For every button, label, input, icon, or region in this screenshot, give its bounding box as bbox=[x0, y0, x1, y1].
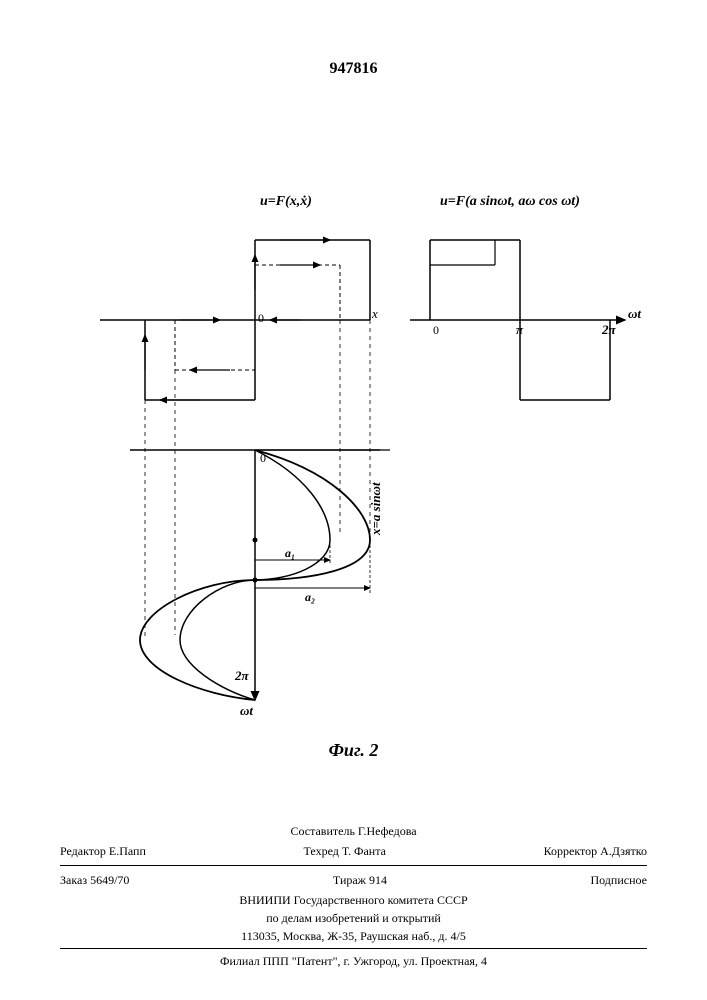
corrector-label: Корректор bbox=[544, 844, 598, 858]
composer-name: Г.Нефедова bbox=[358, 824, 417, 838]
order-number: 5649/70 bbox=[90, 873, 129, 887]
sine-function-label: x=a sinωt bbox=[368, 482, 383, 536]
editor-name: Е.Папп bbox=[109, 844, 146, 858]
corrector-name: А.Дзятко bbox=[600, 844, 647, 858]
right-function-label: u=F(a sinωt, aω cos ωt) bbox=[440, 194, 580, 209]
techred-name: Т. Фанта bbox=[342, 844, 386, 858]
zero-label: 0 bbox=[258, 311, 264, 325]
tirazh-number: 914 bbox=[369, 873, 387, 887]
page-number: 947816 bbox=[330, 60, 378, 78]
two-pi-label: 2π bbox=[601, 322, 617, 337]
a1-label: a₁ bbox=[285, 546, 295, 560]
techred-label: Техред bbox=[304, 844, 339, 858]
technical-diagram: 0 x u=F(x,ẋ) 0 π 2π ωt u=F(a sinωt, aω c… bbox=[80, 140, 640, 740]
subscription-label: Подписное bbox=[590, 871, 647, 889]
org-line-1: ВНИИПИ Государственного комитета СССР bbox=[60, 891, 647, 909]
footer-block: Составитель Г.Нефедова Редактор Е.Папп Т… bbox=[60, 822, 647, 970]
zero-label-bottom: 0 bbox=[260, 451, 266, 465]
address-1: 113035, Москва, Ж-35, Раушская наб., д. … bbox=[60, 927, 647, 945]
org-line-2: по делам изобретений и открытий bbox=[60, 909, 647, 927]
left-plot: 0 x u=F(x,ẋ) bbox=[100, 194, 378, 400]
composer-label: Составитель bbox=[290, 824, 354, 838]
zero-label-right: 0 bbox=[433, 323, 439, 337]
left-function-label: u=F(x,ẋ) bbox=[260, 194, 312, 209]
two-pi-vert-label: 2π bbox=[234, 668, 250, 683]
right-plot: 0 π 2π ωt u=F(a sinωt, aω cos ωt) bbox=[410, 194, 641, 400]
pi-label: π bbox=[516, 322, 524, 337]
x-axis-label: x bbox=[371, 306, 378, 321]
omega-t-label: ωt bbox=[628, 306, 641, 321]
a2-label: a₂ bbox=[305, 590, 315, 604]
figure-caption: Фиг. 2 bbox=[329, 740, 379, 761]
address-2: Филиал ППП "Патент", г. Ужгород, ул. Про… bbox=[60, 952, 647, 970]
bottom-sine-plot: a₁ a₂ 0 x=a sinωt 2π ωt bbox=[130, 320, 390, 718]
editor-label: Редактор bbox=[60, 844, 106, 858]
omega-t-vert-label: ωt bbox=[240, 703, 253, 718]
order-label: Заказ bbox=[60, 873, 87, 887]
tirazh-label: Тираж bbox=[333, 873, 366, 887]
